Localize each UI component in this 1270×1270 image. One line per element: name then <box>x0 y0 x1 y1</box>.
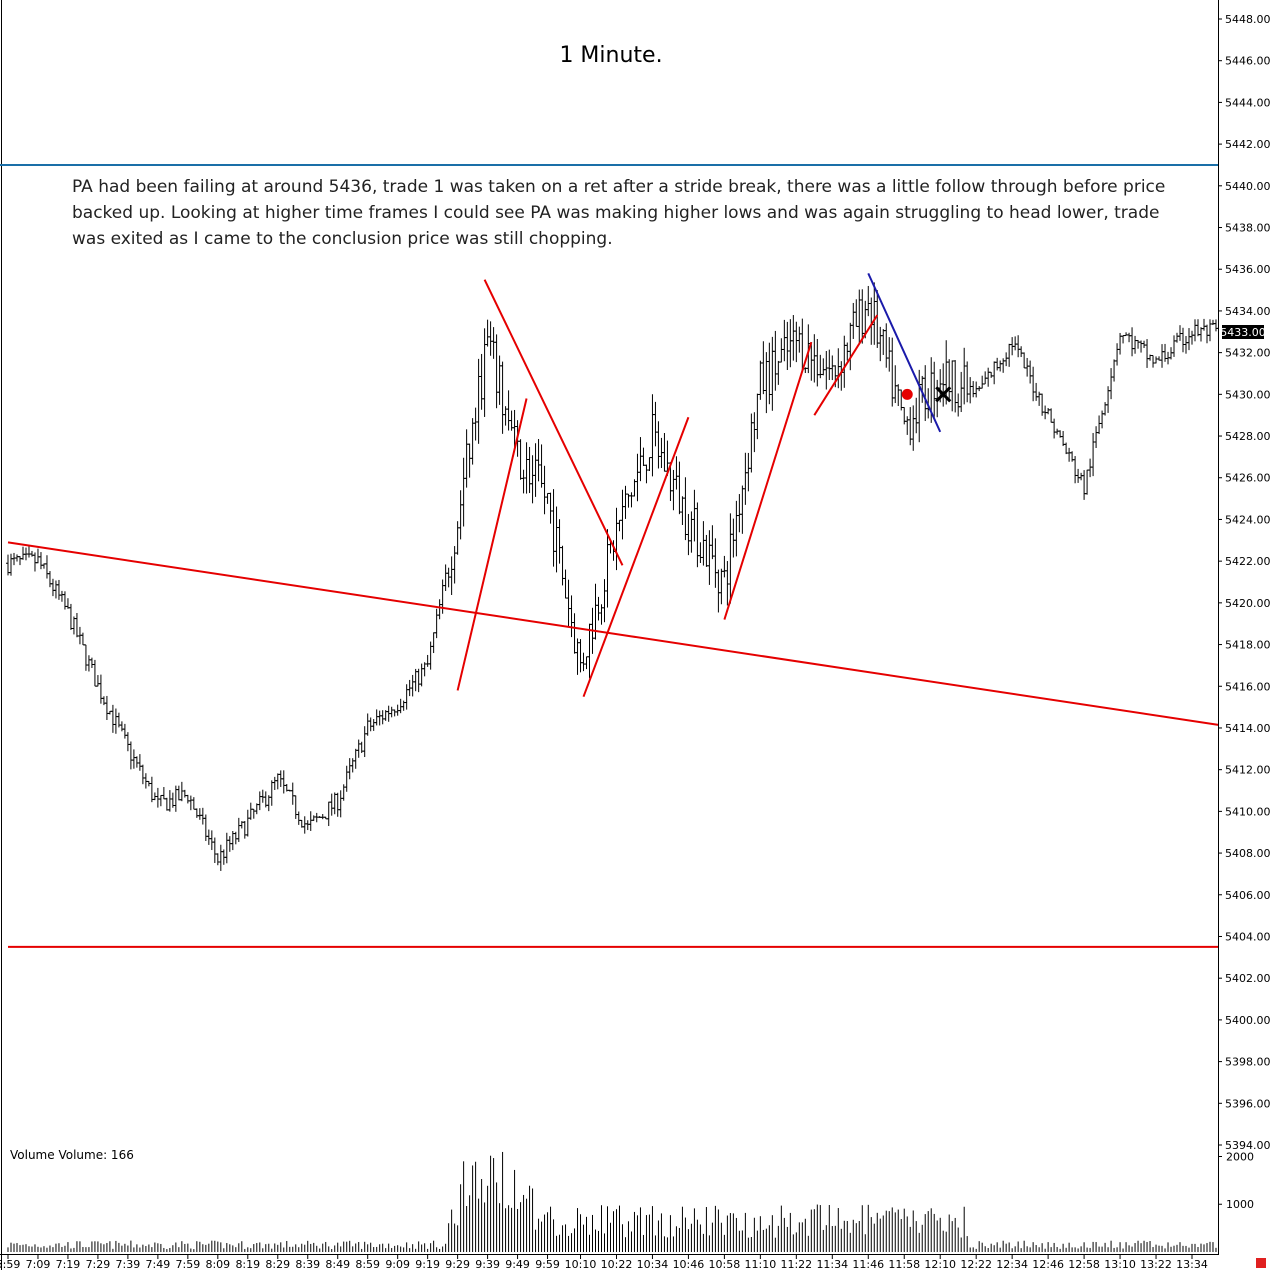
corner-alert-icon[interactable] <box>1256 1258 1266 1268</box>
time-tick-label: 11:22 <box>780 1258 812 1270</box>
price-tick-label: 5428.00 <box>1225 430 1270 443</box>
volume-tick-label: 1000 <box>1226 1198 1254 1211</box>
volume-tick-label: 2000 <box>1226 1150 1254 1163</box>
volume-label: Volume Volume: 166 <box>10 1148 134 1162</box>
chart-title: 1 Minute. <box>559 43 662 68</box>
time-tick-label: 7:59 <box>175 1258 200 1270</box>
price-tick-label: 5426.00 <box>1225 472 1270 485</box>
time-tick-label: 12:58 <box>1068 1258 1100 1270</box>
time-tick-label: 10:34 <box>637 1258 669 1270</box>
price-tick-label: 5398.00 <box>1225 1056 1270 1069</box>
time-tick-label: 9:29 <box>445 1258 470 1270</box>
trend-line[interactable] <box>582 416 690 698</box>
time-tick-label: 12:10 <box>924 1258 956 1270</box>
time-tick-label: 10:10 <box>565 1258 597 1270</box>
time-tick-label: 8:59 <box>355 1258 380 1270</box>
time-tick-label: 12:46 <box>1032 1258 1064 1270</box>
price-tick-label: 5396.00 <box>1225 1097 1270 1110</box>
price-tick-label: 5438.00 <box>1225 222 1270 235</box>
time-tick-label: 12:22 <box>960 1258 992 1270</box>
time-tick-label: 7:09 <box>26 1258 51 1270</box>
annotation-line-3: was exited as I came to the conclusion p… <box>72 229 613 249</box>
price-tick-label: 5404.00 <box>1225 930 1270 943</box>
time-tick-label: 9:09 <box>385 1258 410 1270</box>
trend-line[interactable] <box>867 272 942 433</box>
price-tick-label: 5422.00 <box>1225 555 1270 568</box>
price-tick-label: 5440.00 <box>1225 180 1270 193</box>
last-price-badge[interactable] <box>1222 325 1264 339</box>
time-tick-label: 8:49 <box>325 1258 350 1270</box>
price-tick-label: 5420.00 <box>1225 597 1270 610</box>
price-tick-label: 5406.00 <box>1225 889 1270 902</box>
trend-line[interactable] <box>813 314 879 416</box>
price-tick-label: 5394.00 <box>1225 1139 1270 1152</box>
price-tick-label: 5444.00 <box>1225 96 1270 109</box>
time-tick-label: 9:49 <box>505 1258 530 1270</box>
entry-dot-marker[interactable] <box>901 388 913 400</box>
price-tick-label: 5436.00 <box>1225 263 1270 276</box>
time-tick-label: 11:46 <box>852 1258 884 1270</box>
time-tick-label: 8:39 <box>295 1258 320 1270</box>
last-price-value: 5433.00 <box>1220 326 1266 339</box>
time-tick-label: 13:22 <box>1140 1258 1172 1270</box>
price-axis-panel[interactable] <box>1218 0 1270 1255</box>
exit-x-marker[interactable] <box>935 386 952 403</box>
trend-line[interactable] <box>483 279 624 566</box>
time-tick-label: 9:39 <box>475 1258 500 1270</box>
time-tick-label: 6:59 <box>0 1258 20 1270</box>
price-tick-label: 5416.00 <box>1225 680 1270 693</box>
time-tick-label: 13:34 <box>1176 1258 1208 1270</box>
time-tick-label: 7:49 <box>146 1258 171 1270</box>
price-tick-label: 5412.00 <box>1225 764 1270 777</box>
time-tick-label: 9:59 <box>535 1258 560 1270</box>
time-tick-label: 11:34 <box>816 1258 848 1270</box>
trend-line[interactable] <box>723 341 813 620</box>
price-tick-label: 5414.00 <box>1225 722 1270 735</box>
price-tick-label: 5434.00 <box>1225 305 1270 318</box>
trend-line[interactable] <box>7 541 1226 727</box>
price-tick-label: 5448.00 <box>1225 13 1270 26</box>
annotation-line-2: backed up. Looking at higher time frames… <box>72 203 1159 223</box>
time-tick-label: 10:46 <box>673 1258 705 1270</box>
time-tick-label: 11:58 <box>888 1258 920 1270</box>
price-tick-label: 5402.00 <box>1225 972 1270 985</box>
price-tick-label: 5410.00 <box>1225 805 1270 818</box>
time-tick-label: 9:19 <box>415 1258 440 1270</box>
price-tick-label: 5442.00 <box>1225 138 1270 151</box>
price-tick-label: 5400.00 <box>1225 1014 1270 1027</box>
time-tick-label: 11:10 <box>745 1258 777 1270</box>
time-tick-label: 12:34 <box>996 1258 1028 1270</box>
time-tick-label: 7:39 <box>116 1258 141 1270</box>
price-tick-label: 5430.00 <box>1225 388 1270 401</box>
price-tick-label: 5424.00 <box>1225 513 1270 526</box>
time-tick-label: 7:19 <box>56 1258 81 1270</box>
price-tick-label: 5446.00 <box>1225 55 1270 68</box>
time-tick-label: 8:09 <box>205 1258 230 1270</box>
time-tick-label: 8:19 <box>235 1258 260 1270</box>
annotation-line-1: PA had been failing at around 5436, trad… <box>72 177 1165 197</box>
time-tick-label: 13:10 <box>1104 1258 1136 1270</box>
time-tick-label: 10:22 <box>601 1258 633 1270</box>
time-tick-label: 10:58 <box>709 1258 741 1270</box>
price-tick-label: 5418.00 <box>1225 639 1270 652</box>
time-tick-label: 7:29 <box>86 1258 111 1270</box>
price-tick-label: 5432.00 <box>1225 347 1270 360</box>
time-tick-label: 8:29 <box>265 1258 290 1270</box>
price-tick-label: 5408.00 <box>1225 847 1270 860</box>
trend-line[interactable] <box>456 398 528 691</box>
